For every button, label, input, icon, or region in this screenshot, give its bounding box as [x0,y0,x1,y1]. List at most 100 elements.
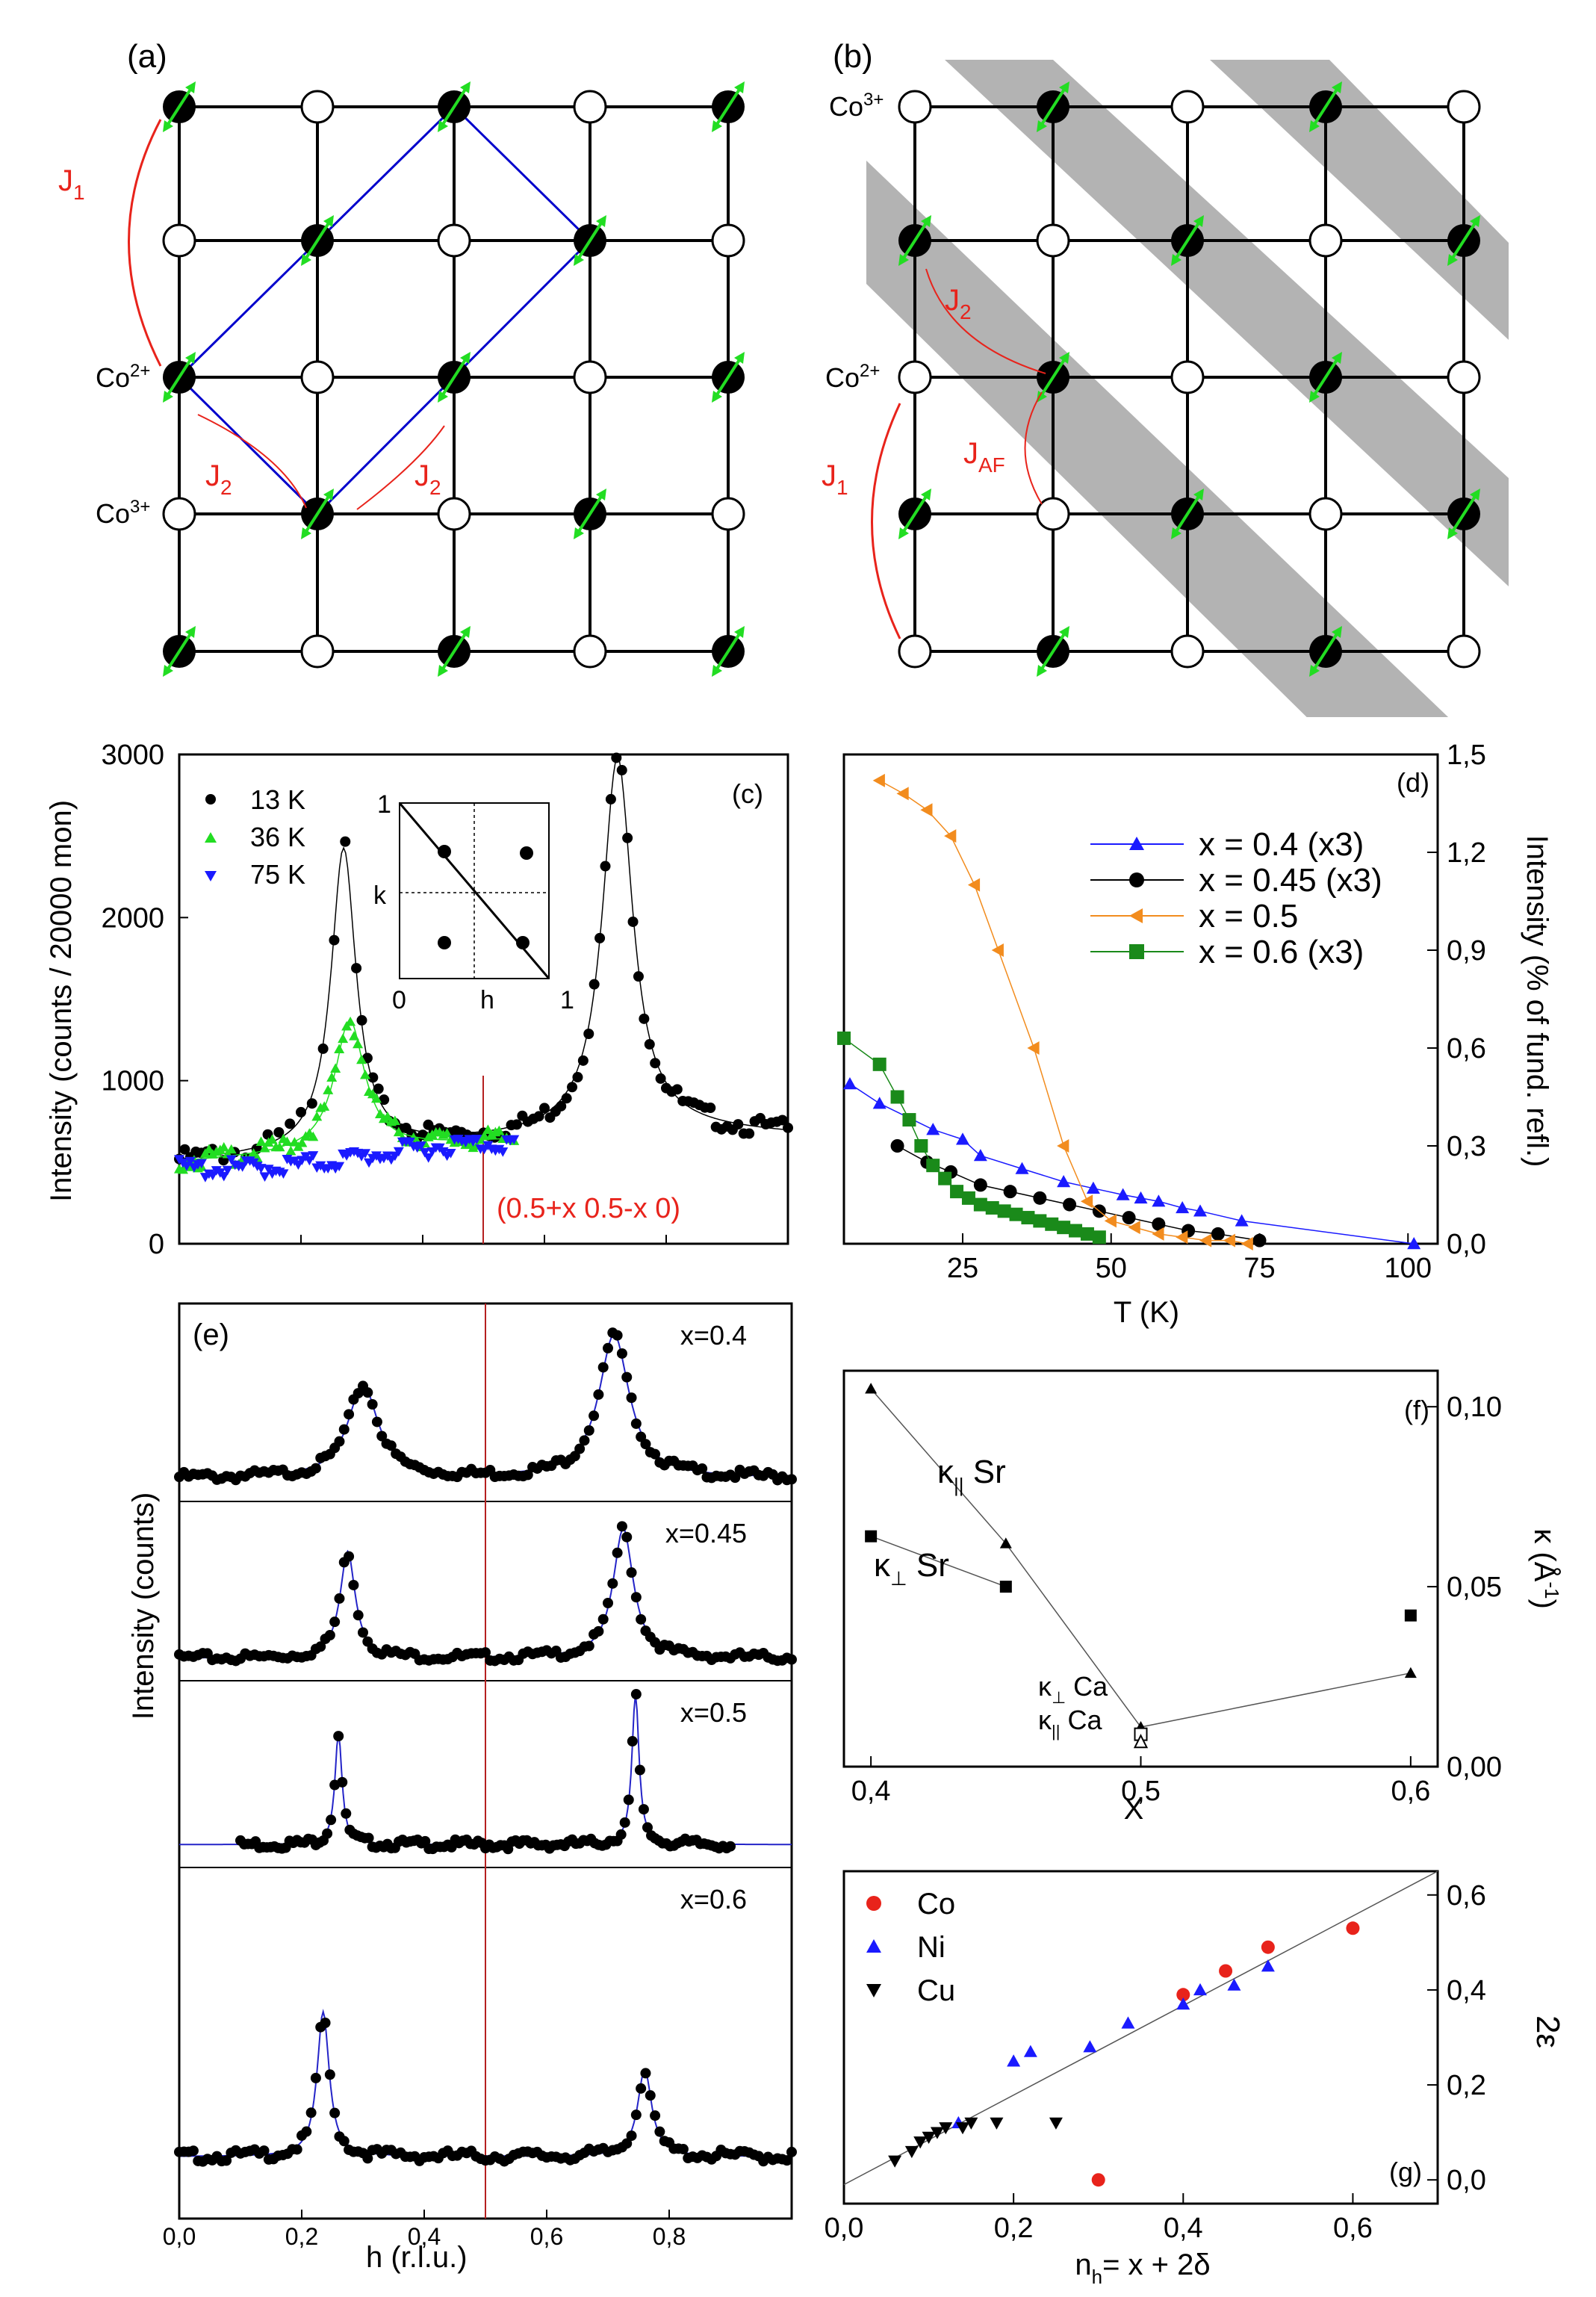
d-point-3 [902,1113,916,1127]
j1-label-a: J1 [58,164,85,204]
d-point-1 [1252,1233,1267,1247]
g-point-Ni [1023,2045,1037,2057]
f-point-0 [999,1537,1012,1549]
c-point-1 [308,1131,319,1141]
e-axes: 0,0 0,2 0,4 0,6 0,8 [163,1501,792,2250]
c-point-2 [184,1156,196,1167]
e-point [334,1436,345,1447]
d-legend-label: x = 0.45 (x3) [1199,862,1382,899]
c-point-1 [479,1130,490,1141]
c-legend-75k: 75 K [250,859,305,890]
c-legend-13k-marker [205,794,216,805]
e-subplot-label: x=0.4 [680,1320,747,1351]
c-point-0 [340,836,351,847]
e-point [636,2083,647,2094]
d-point-0 [973,1149,987,1162]
f-point-0 [865,1383,878,1394]
e-subplot-label: x=0.6 [680,1884,747,1915]
d-point-2 [1176,1230,1188,1244]
c-data [174,752,793,1182]
d-point-2 [1080,1194,1093,1209]
g-legend-label: Ni [917,1931,946,1964]
co3-site [1447,634,1481,669]
e-point [634,1764,645,1776]
d-legend-marker [1129,872,1144,887]
d-point-0 [1152,1194,1166,1207]
e-xtick-label: 0,2 [285,2223,318,2250]
d-point-3 [985,1200,999,1215]
spin-arrowhead [1193,215,1204,227]
d-point-3 [1021,1211,1035,1225]
spin-arrowhead [596,215,606,227]
c-point-0 [655,1073,666,1084]
e-point [579,1435,590,1446]
j2-arc-a-right [356,425,445,510]
d-point-0 [926,1123,940,1135]
d-point-3 [1080,1227,1094,1241]
f-data [865,1383,1417,1749]
c-point-1 [345,1016,356,1026]
e-point [593,1625,604,1637]
e-point [334,1593,345,1604]
spin-arrow [575,492,605,536]
d-point-0 [1176,1200,1190,1214]
e-point [630,1592,642,1603]
c-point-0 [627,916,639,927]
spin-arrowhead [1447,527,1458,539]
j2-label-a-right: J2 [414,459,441,499]
panel-e: (e) Intensity (counts) h (r.l.u.) 0,0 0,2… [127,1302,797,2274]
d-ytick-label: 1,2 [1447,837,1486,869]
c-point-0 [567,1082,578,1093]
d-ytick-label: 1,5 [1447,740,1486,771]
spin-arrow [1173,492,1202,536]
c-point-0 [605,793,616,805]
f-line-1 [870,1535,1007,1587]
panel-g-label: (g) [1389,2157,1422,2187]
d-point-1 [973,1178,987,1192]
c-point-2 [255,1164,267,1174]
d-point-2 [967,878,981,892]
g-fit-line [843,1870,1438,2186]
spin-arrowhead [163,391,173,403]
e-point [626,1392,637,1404]
d-point-0 [956,1132,969,1145]
spin-arrowhead [163,120,173,132]
c-ytick-label: 0 [149,1229,164,1260]
c-inset: 1 k 0 h 1 [373,790,574,1014]
g-point-Ni [1007,2054,1021,2067]
g-point-Ni [1227,1978,1241,1991]
spin-arrowhead [734,352,745,364]
e-point [603,1342,613,1354]
c-point-0 [367,1072,379,1083]
spin-arrowhead [1332,352,1342,364]
co3-site [300,634,335,669]
c-ytick-label: 1000 [101,1066,164,1097]
c-point-0 [783,1122,793,1133]
d-point-0 [1235,1214,1249,1227]
panel-d-ylabel: Intensity (% of fund. refl.) [1521,835,1553,1168]
co3-label-a: Co3+ [96,497,150,529]
spin-arrowhead [163,665,173,677]
spin-arrowhead [898,527,909,539]
g-point-Co [1261,1940,1275,1954]
c-point-0 [179,1144,190,1155]
g-legend-marker [866,1984,881,1997]
d-legend-marker [1129,944,1144,959]
panel-c-ylabel: Intensity (counts / 20000 mon) [45,800,78,1202]
spin-arrowhead [1309,391,1320,403]
c-point-2 [226,1155,237,1165]
j1-label-b: J1 [822,459,848,499]
d-point-3 [938,1171,952,1185]
d-xtick-label: 100 [1385,1253,1432,1284]
d-ytick-label: 0,6 [1447,1033,1486,1064]
spin-arrowhead [460,352,471,364]
panel-a: (a) J1 J2 J2 Co2+ Co3+ [58,38,745,677]
spin-arrowhead [1171,254,1182,266]
d-point-2 [896,787,909,801]
g-point-Co [1176,1988,1190,2002]
e-point [621,1531,633,1543]
e-point [677,2144,689,2155]
g-point-Ni [1176,1997,1190,2010]
co2-label-a: Co2+ [96,361,150,393]
e-point [650,2110,661,2121]
